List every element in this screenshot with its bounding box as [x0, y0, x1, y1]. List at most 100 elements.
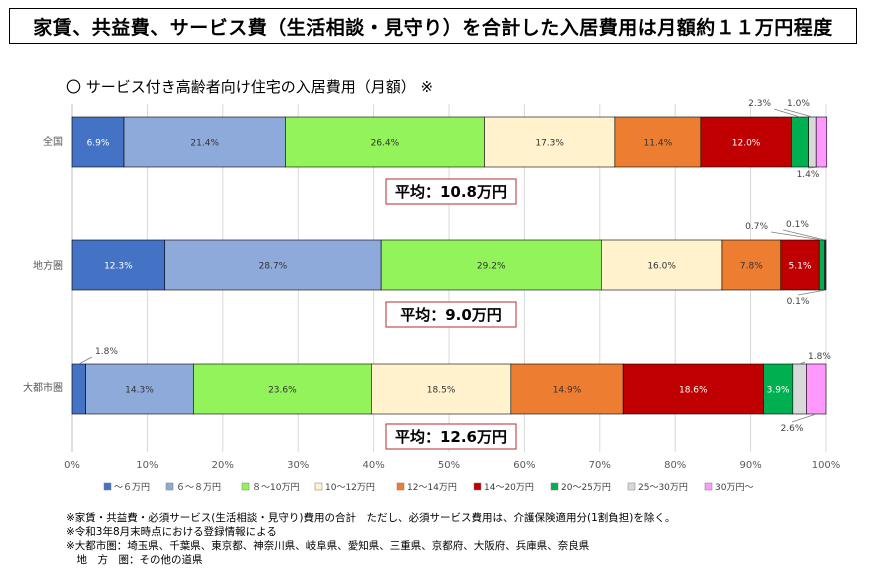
bar-segment — [806, 363, 827, 415]
data-label: 0.1% — [786, 220, 809, 230]
footnote-1: ※家賃・共益費・必須サービス(生活相談・見守り)費用の合計 ただし、必須サービス… — [66, 512, 676, 524]
x-tick-label: 90% — [739, 460, 761, 471]
data-label: 29.2% — [477, 262, 506, 272]
average-label: 平均：12.6万円 — [395, 428, 507, 446]
legend-label: ８～10万円 — [252, 482, 299, 493]
data-label: 6.9% — [87, 139, 110, 149]
data-label: 2.6% — [781, 424, 804, 434]
x-tick-label: 60% — [513, 460, 535, 471]
data-label: 17.3% — [535, 139, 564, 149]
callout-line — [799, 361, 806, 365]
bar-segment — [371, 363, 512, 415]
legend-swatch — [103, 482, 112, 491]
average-label: 平均：9.0万円 — [400, 306, 502, 324]
footnote-2: ※令和3年8月末時点における登録情報による — [66, 526, 277, 538]
page-title: 家賃、共益費、サービス費（生活相談・見守り）を合計した入居費用は月額約１１万円程… — [9, 8, 857, 44]
legend-swatch — [396, 482, 405, 491]
callout-line — [807, 166, 822, 169]
average-box — [385, 423, 517, 450]
legend-label: 14～20万円 — [484, 482, 534, 493]
data-label: 1.4% — [797, 170, 820, 180]
legend-swatch — [165, 482, 174, 491]
x-tick-label: 10% — [136, 460, 158, 471]
bar-segment — [815, 116, 828, 168]
bar-segment — [780, 239, 820, 291]
legend-label: ～６万円 — [114, 482, 150, 493]
data-label: 0.7% — [745, 222, 768, 232]
data-label: 1.8% — [808, 352, 831, 362]
data-label: 12.3% — [104, 262, 133, 272]
bar-segment — [193, 363, 372, 415]
x-tick-label: 20% — [212, 460, 234, 471]
bar-segment — [71, 239, 166, 291]
data-label: 2.3% — [748, 99, 771, 109]
callout-line — [783, 108, 813, 118]
bar-segment — [622, 363, 764, 415]
data-label: 14.9% — [553, 386, 582, 396]
chart-subtitle: 〇 サービス付き高齢者向け住宅の入居費用（月額） ※ — [66, 78, 434, 96]
x-tick-label: 30% — [287, 460, 309, 471]
x-tick-label: 70% — [589, 460, 611, 471]
bar-segment — [71, 363, 86, 415]
legend-label: 20～25万円 — [561, 482, 611, 493]
x-tick-label: 50% — [438, 460, 460, 471]
callout-line — [791, 413, 817, 423]
data-label: 16.0% — [647, 262, 676, 272]
bar-segment — [510, 363, 624, 415]
category-label: 地方圏 — [33, 259, 63, 272]
data-label: 7.8% — [740, 262, 763, 272]
legend-label: 30万円～ — [715, 482, 753, 493]
data-label: 12.0% — [732, 139, 761, 149]
bar-segment — [85, 363, 194, 415]
callout-line — [797, 289, 826, 296]
data-label: 3.9% — [767, 386, 790, 396]
bar-segment — [808, 116, 817, 168]
data-label: 28.7% — [259, 262, 288, 272]
data-label: 1.8% — [95, 347, 118, 357]
callout-line — [770, 231, 822, 241]
average-label: 平均：10.8万円 — [395, 183, 507, 201]
data-label: 1.0% — [787, 99, 810, 109]
data-label: 5.1% — [789, 262, 812, 272]
legend-label: 25～30万円 — [638, 482, 688, 493]
data-label: 18.5% — [427, 386, 456, 396]
x-tick-label: 0% — [64, 460, 80, 471]
callout-line — [782, 229, 825, 241]
average-box — [385, 178, 517, 205]
data-label: 21.4% — [190, 139, 219, 149]
legend-swatch — [241, 482, 250, 491]
legend-swatch — [704, 482, 713, 491]
bar-segment — [824, 239, 827, 291]
category-label: 全国 — [43, 135, 63, 148]
data-label: 11.4% — [644, 139, 673, 149]
legend-swatch — [550, 482, 559, 491]
legend-swatch — [627, 482, 636, 491]
legend-swatch — [473, 482, 482, 491]
x-tick-label: 80% — [664, 460, 686, 471]
bar-segment — [792, 363, 807, 415]
footnote-3: ※大都市圏：埼玉県、千葉県、東京都、神奈川県、岐阜県、愛知県、三重県、京都府、大… — [66, 540, 590, 552]
bar-segment — [601, 239, 723, 291]
legend-label: 10～12万円 — [325, 482, 375, 493]
data-label: 18.6% — [679, 386, 708, 396]
data-label: 14.3% — [125, 386, 154, 396]
bar-segment — [380, 239, 602, 291]
callout-line — [773, 108, 801, 118]
data-label: 0.1% — [787, 297, 810, 307]
bar-segment — [818, 239, 825, 291]
data-label: 23.6% — [268, 386, 297, 396]
legend-label: ６～８万円 — [176, 482, 221, 493]
bar-segment — [721, 239, 782, 291]
category-label: 大都市圏 — [23, 381, 63, 394]
bar-segment — [484, 116, 616, 168]
bar-segment — [791, 116, 809, 168]
x-tick-label: 100% — [812, 460, 841, 471]
average-box — [385, 301, 517, 328]
x-tick-label: 40% — [362, 460, 384, 471]
legend-swatch — [314, 482, 323, 491]
callout-line — [78, 356, 93, 365]
data-label: 26.4% — [371, 139, 400, 149]
legend-label: 12～14万円 — [407, 482, 457, 493]
footnote-4: 地 方 圏：その他の道県 — [66, 554, 203, 566]
